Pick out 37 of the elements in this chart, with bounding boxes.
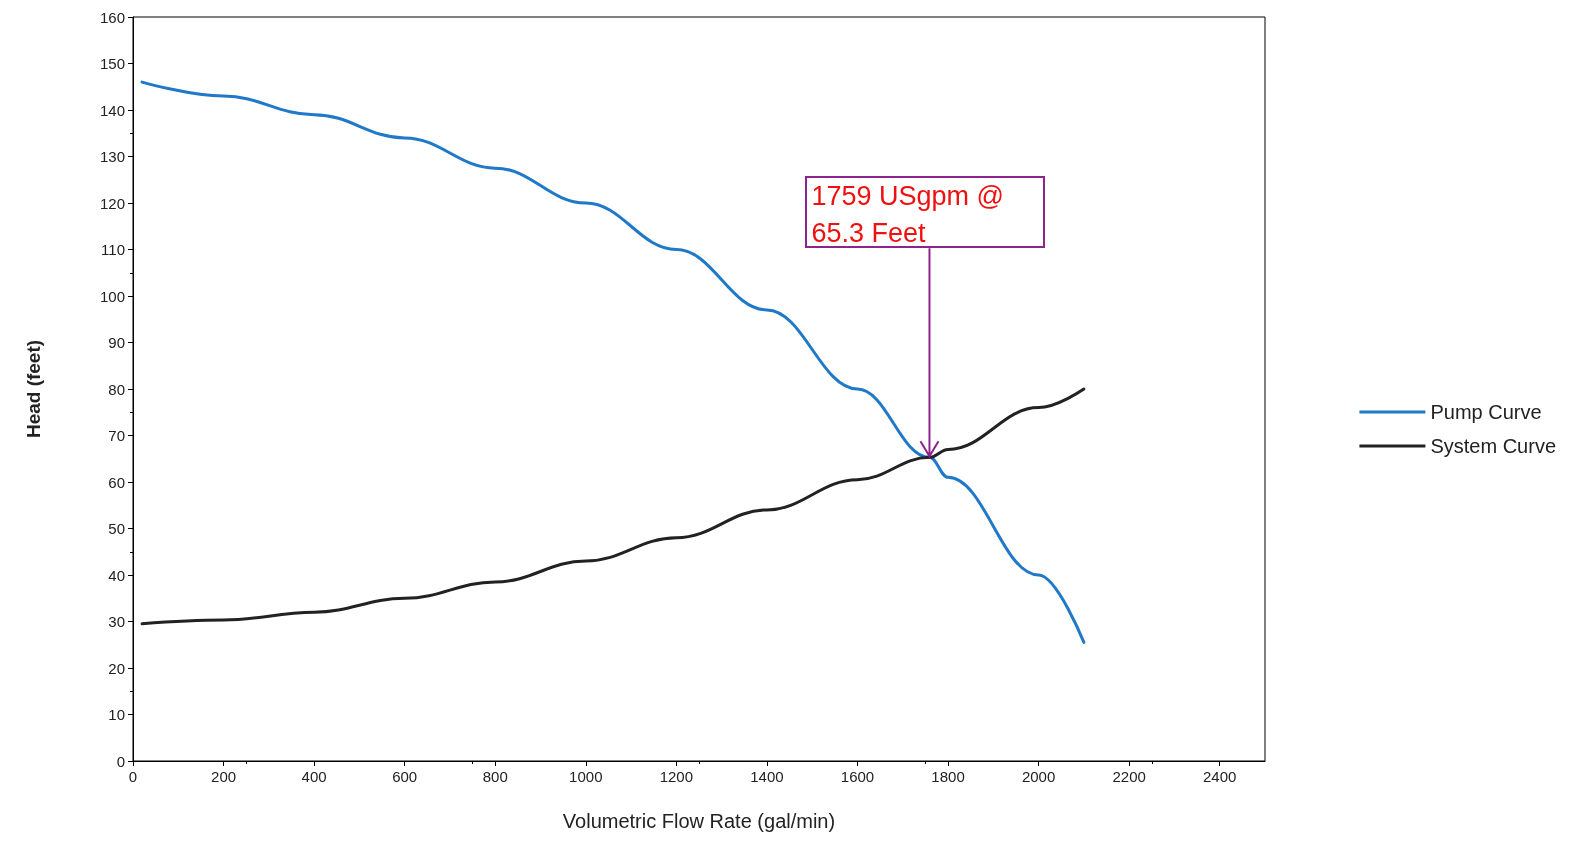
line-series xyxy=(140,387,1086,626)
x-tick-label: 400 xyxy=(301,768,327,785)
y-tick-label: 80 xyxy=(108,380,125,398)
x-tick-label: 2200 xyxy=(1112,768,1146,785)
legend-label: Pump Curve xyxy=(1430,401,1542,423)
y-tick-label: 60 xyxy=(108,473,125,491)
x-tick-label: 600 xyxy=(392,768,418,785)
x-tick-label: 1000 xyxy=(569,768,603,785)
y-tick-label: 20 xyxy=(108,659,125,677)
y-tick-label: 130 xyxy=(99,148,125,165)
y-tick-label: 10 xyxy=(108,706,125,723)
x-tick-label: 1600 xyxy=(840,768,875,785)
x-tick-label: 0 xyxy=(128,768,138,785)
y-tick-label: 140 xyxy=(99,101,125,119)
y-tick-label: 90 xyxy=(108,334,125,351)
y-tick-label: 160 xyxy=(99,8,125,26)
y-tick-label: 110 xyxy=(101,241,125,258)
y-tick-label: 50 xyxy=(108,520,125,537)
x-tick-label: 2400 xyxy=(1203,768,1237,785)
x-tick-label: 200 xyxy=(211,768,237,785)
y-tick-label: 120 xyxy=(99,194,125,212)
y-tick-label: 40 xyxy=(108,566,125,584)
x-tick-label: 1200 xyxy=(659,768,694,785)
y-tick-label: 30 xyxy=(108,613,125,630)
x-tick-label: 2000 xyxy=(1021,768,1056,785)
y-tick-label: 0 xyxy=(116,752,125,770)
x-axis-title: Volumetric Flow Rate (gal/min) xyxy=(562,810,836,832)
y-axis-title: Head (feet) xyxy=(23,339,44,439)
x-tick-label: 1400 xyxy=(750,768,784,785)
x-tick-label: 1800 xyxy=(931,768,965,785)
legend-label: System Curve xyxy=(1430,435,1557,457)
y-tick-label: 70 xyxy=(108,427,125,444)
y-tick-label: 150 xyxy=(99,55,125,72)
y-tick-label: 100 xyxy=(99,287,125,305)
x-tick-label: 800 xyxy=(482,768,508,785)
line-series xyxy=(140,80,1086,644)
annotation: 1759 USgpm @ 65.3 Feet xyxy=(805,176,1046,249)
